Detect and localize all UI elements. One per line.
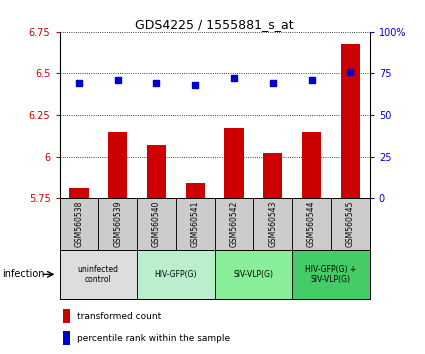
- Bar: [331, 198, 370, 250]
- Bar: [62, 331, 71, 345]
- Text: GSM560539: GSM560539: [113, 201, 122, 247]
- Bar: [60, 250, 137, 299]
- Bar: [292, 250, 370, 299]
- Text: HIV-GFP(G): HIV-GFP(G): [155, 270, 197, 279]
- Bar: [224, 129, 244, 198]
- Point: [76, 81, 82, 86]
- Text: GSM560541: GSM560541: [191, 201, 200, 247]
- Bar: [108, 132, 128, 198]
- Text: GSM560543: GSM560543: [268, 201, 277, 247]
- Text: transformed count: transformed count: [76, 312, 161, 321]
- Bar: [263, 153, 283, 198]
- Title: GDS4225 / 1555881_s_at: GDS4225 / 1555881_s_at: [135, 18, 294, 31]
- Text: uninfected
control: uninfected control: [78, 265, 119, 284]
- Bar: [137, 250, 215, 299]
- Text: GSM560544: GSM560544: [307, 201, 316, 247]
- Point: [153, 81, 160, 86]
- Bar: [98, 198, 137, 250]
- Point: [269, 81, 276, 86]
- Bar: [60, 198, 98, 250]
- Bar: [302, 132, 321, 198]
- Bar: [292, 198, 331, 250]
- Text: SIV-VLP(G): SIV-VLP(G): [233, 270, 273, 279]
- Bar: [176, 198, 215, 250]
- Bar: [341, 44, 360, 198]
- Bar: [147, 145, 166, 198]
- Point: [347, 69, 354, 75]
- Text: GSM560545: GSM560545: [346, 201, 355, 247]
- Text: GSM560538: GSM560538: [74, 201, 83, 247]
- Text: infection: infection: [2, 269, 45, 279]
- Bar: [215, 198, 253, 250]
- Bar: [186, 183, 205, 198]
- Bar: [69, 188, 88, 198]
- Point: [231, 76, 238, 81]
- Text: GSM560542: GSM560542: [230, 201, 238, 247]
- Text: GSM560540: GSM560540: [152, 201, 161, 247]
- Text: percentile rank within the sample: percentile rank within the sample: [76, 333, 230, 343]
- Point: [192, 82, 198, 88]
- Bar: [137, 198, 176, 250]
- Bar: [253, 198, 292, 250]
- Bar: [62, 309, 71, 323]
- Point: [114, 77, 121, 83]
- Point: [308, 77, 315, 83]
- Text: HIV-GFP(G) +
SIV-VLP(G): HIV-GFP(G) + SIV-VLP(G): [305, 265, 357, 284]
- Bar: [215, 250, 292, 299]
